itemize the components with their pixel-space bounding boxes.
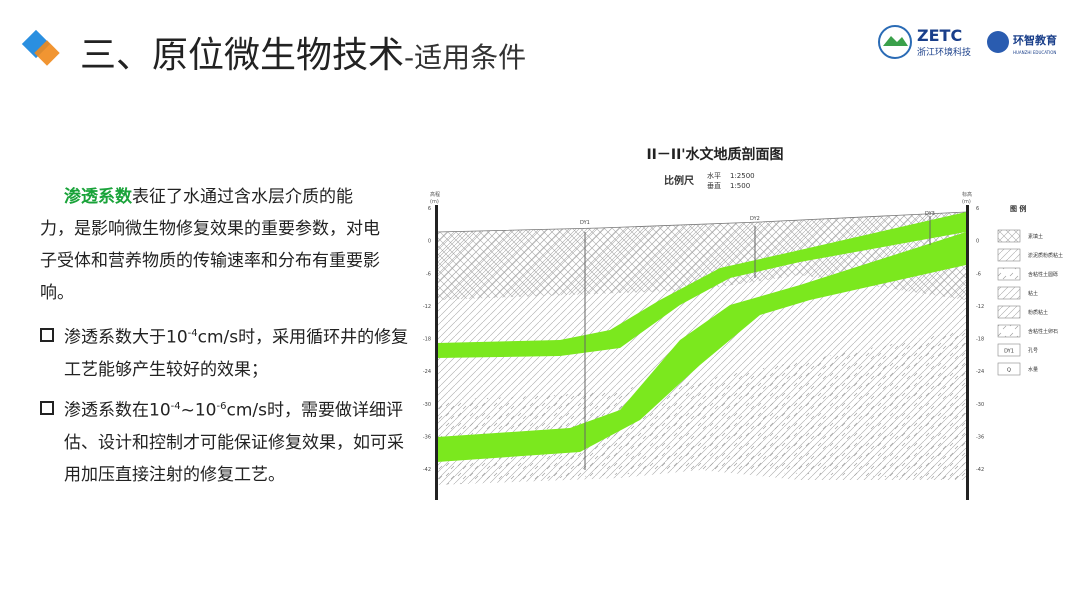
aquifer bbox=[437, 212, 966, 358]
legend-symbol: Q bbox=[1007, 368, 1011, 374]
axis-unit: (m) bbox=[962, 199, 971, 205]
borehole-label: DY2 bbox=[750, 216, 760, 222]
legend-label: 含粘性土圆砾 bbox=[1028, 271, 1058, 278]
tick-label: -18 bbox=[976, 337, 984, 343]
axis-bar bbox=[966, 205, 969, 500]
logo-icon bbox=[21, 29, 60, 66]
legend-swatch bbox=[997, 286, 1021, 300]
bullet-text: cm/s时，需要做详细评估、设计和控制才可能保证修复效果，如可采用加压直接注射的… bbox=[64, 400, 404, 485]
title-main: 三、原位微生物技术 bbox=[80, 35, 405, 76]
title-sub: -适用条件 bbox=[404, 41, 527, 74]
legend-label: 孔号 bbox=[1028, 347, 1038, 354]
axis-bar bbox=[435, 205, 438, 500]
tick-label: -24 bbox=[976, 369, 984, 375]
axis-label: 高程 bbox=[430, 191, 440, 198]
tick-label: -6 bbox=[976, 271, 981, 277]
tick-label: -36 bbox=[976, 434, 984, 440]
superscript: -4 bbox=[187, 328, 198, 339]
logo-main: ZETC bbox=[917, 26, 962, 45]
bullet: 渗透系数在10-4~10-6cm/s时，需要做详细评估、设计和控制才可能保证修复… bbox=[40, 391, 409, 491]
scale-label: 比例尺 bbox=[664, 174, 694, 187]
diagram-title: II－II'水文地质剖面图 bbox=[646, 146, 783, 163]
legend-label: 含粘性土卵石 bbox=[1028, 328, 1058, 335]
tick-label: -42 bbox=[423, 467, 431, 473]
superscript: -6 bbox=[216, 401, 227, 412]
scale-h: 1:2500 bbox=[730, 172, 755, 180]
slide-title: 三、原位微生物技术-适用条件 bbox=[80, 26, 526, 78]
logos: ZETC 浙江环境科技 环智教育 HUANZHI EDUCATION bbox=[878, 25, 1057, 59]
tick-label: 6 bbox=[976, 206, 979, 212]
intro: 渗透系数表征了水通过含水层介质的能力，是影响微生物修复效果的重要参数，对电子受体… bbox=[40, 181, 385, 309]
tick-label: -42 bbox=[976, 467, 984, 473]
bullet-text: 渗透系数大于10 bbox=[64, 327, 188, 348]
tick-label: -12 bbox=[976, 304, 984, 310]
legend-label: 粉质粘土 bbox=[1028, 309, 1048, 316]
superscript: -4 bbox=[170, 401, 181, 412]
ground-line bbox=[436, 211, 967, 233]
legend-label: 水量 bbox=[1028, 366, 1038, 373]
tick-label: -12 bbox=[423, 304, 431, 310]
legend-swatch bbox=[997, 229, 1021, 243]
scale-v: 1:500 bbox=[730, 182, 750, 190]
tick-label: 6 bbox=[428, 206, 431, 212]
tick-label: -30 bbox=[976, 402, 984, 408]
logo-second: 环智教育 bbox=[1013, 33, 1057, 47]
legend-swatch bbox=[997, 324, 1021, 338]
legend-label: 素填土 bbox=[1028, 233, 1043, 240]
intro-highlight: 渗透系数 bbox=[64, 187, 132, 207]
logo-main-sub: 浙江环境科技 bbox=[917, 46, 971, 58]
tick-label: -6 bbox=[426, 271, 431, 277]
bullet: 渗透系数大于10-4cm/s时，采用循环井的修复工艺能够产生较好的效果； bbox=[40, 318, 409, 386]
logo-second-sub: HUANZHI EDUCATION bbox=[1013, 50, 1056, 55]
legend-title: 图 例 bbox=[1010, 204, 1026, 213]
aquifer bbox=[437, 232, 966, 462]
tick-label: -24 bbox=[423, 369, 431, 375]
legend-swatch bbox=[997, 362, 1021, 376]
legend-label: 粘土 bbox=[1028, 290, 1038, 297]
legend-swatch bbox=[997, 267, 1021, 281]
tick-label: 0 bbox=[976, 239, 979, 245]
scale-h-label: 水平 bbox=[707, 171, 721, 180]
borehole-label: DY1 bbox=[580, 220, 590, 226]
borehole-label: DY3 bbox=[925, 211, 935, 217]
legend-symbol: DY1 bbox=[1004, 349, 1014, 355]
tick-label: -30 bbox=[423, 402, 431, 408]
bullet-text: ~10 bbox=[180, 400, 217, 421]
axis-label: 标高 bbox=[962, 191, 972, 198]
legend-label: 淤泥质粉质粘土 bbox=[1028, 252, 1063, 259]
tick-label: 0 bbox=[428, 239, 431, 245]
bullet-text: 渗透系数在10 bbox=[64, 400, 171, 421]
tick-label: -36 bbox=[423, 434, 431, 440]
legend-swatch bbox=[997, 248, 1021, 262]
legend-swatch bbox=[997, 343, 1021, 357]
axis-unit: (m) bbox=[430, 199, 439, 205]
tick-label: -18 bbox=[423, 337, 431, 343]
scale-v-label: 垂直 bbox=[707, 181, 721, 190]
intro-text: 表征了水通过含水层介质的能力，是影响微生物修复效果的重要参数，对电子受体和营养物… bbox=[40, 187, 380, 303]
legend-swatch bbox=[997, 305, 1021, 319]
bullet-text: cm/s时，采用循环井的修复工艺能够产生较好的效果； bbox=[64, 327, 409, 380]
